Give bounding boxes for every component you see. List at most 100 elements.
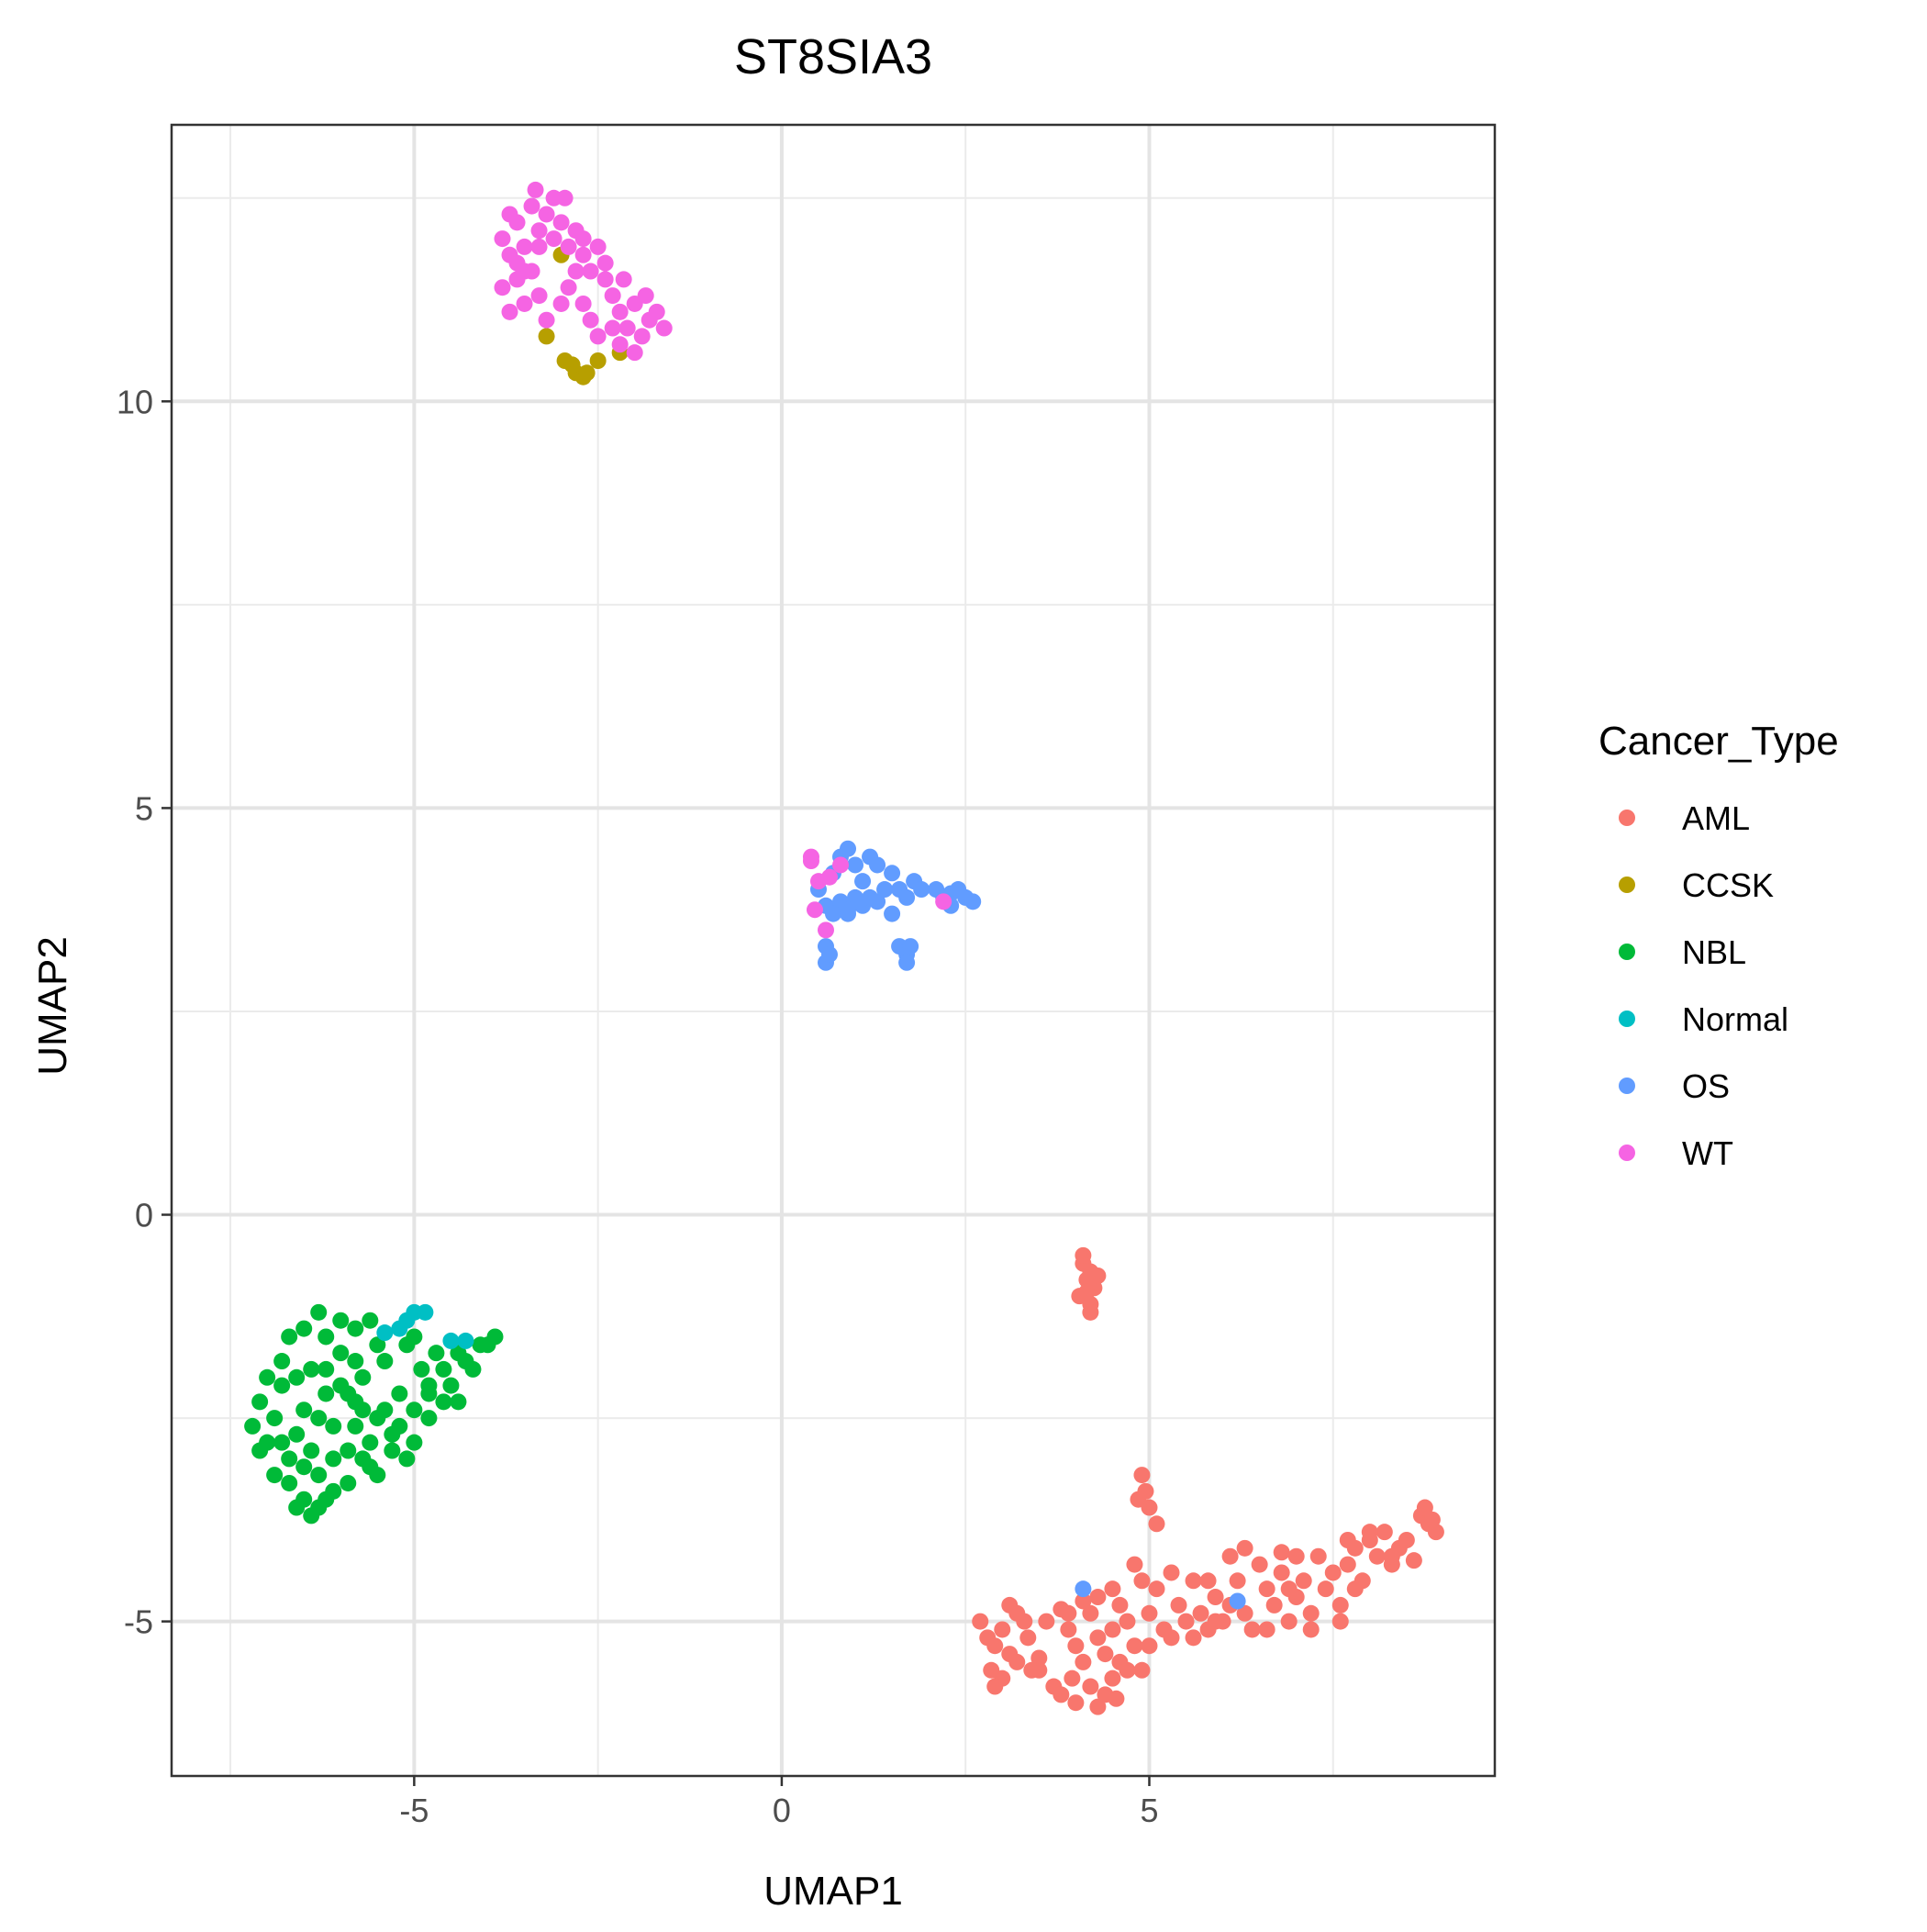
data-point	[1133, 1661, 1151, 1679]
data-point	[354, 1368, 372, 1386]
grid	[172, 125, 1495, 1776]
data-point	[347, 1353, 364, 1370]
data-point	[1383, 1547, 1400, 1565]
data-point	[310, 1410, 328, 1427]
legend-item-os: OS	[1619, 1067, 1730, 1105]
data-point	[508, 254, 526, 272]
data-point	[251, 1442, 269, 1459]
data-point	[1089, 1589, 1107, 1606]
data-point	[435, 1360, 452, 1378]
data-point	[281, 1474, 298, 1491]
data-point	[898, 954, 916, 971]
data-point	[273, 1377, 291, 1394]
data-point	[1019, 1629, 1037, 1647]
data-point	[574, 295, 592, 312]
data-point	[1148, 1515, 1165, 1533]
data-point	[1280, 1580, 1298, 1598]
legend-item-ccsk: CCSK	[1619, 866, 1774, 904]
y-axis-label: UMAP2	[30, 936, 75, 1076]
y-tick-label: 5	[135, 789, 153, 827]
data-point	[1265, 1596, 1283, 1614]
data-point	[1273, 1544, 1290, 1561]
data-point	[1141, 1604, 1158, 1622]
data-point	[1309, 1547, 1327, 1565]
data-point	[1229, 1592, 1246, 1610]
data-point	[611, 303, 629, 320]
data-point	[406, 1434, 423, 1451]
data-point	[295, 1458, 313, 1476]
data-point	[1060, 1621, 1077, 1638]
data-point	[1148, 1580, 1165, 1598]
legend-key	[1619, 1011, 1635, 1027]
data-point	[1064, 1670, 1081, 1687]
data-point	[1207, 1613, 1224, 1630]
data-point	[538, 311, 555, 329]
data-point	[560, 238, 577, 255]
data-point	[530, 287, 548, 305]
data-point	[986, 1637, 1004, 1655]
data-point	[325, 1417, 342, 1435]
data-point	[1163, 1564, 1180, 1581]
data-point	[273, 1353, 291, 1370]
data-point	[1295, 1572, 1312, 1590]
data-point	[596, 254, 614, 272]
data-point	[1170, 1596, 1187, 1614]
data-point	[1130, 1491, 1147, 1508]
data-point	[1207, 1589, 1224, 1606]
data-point	[1229, 1572, 1246, 1590]
data-point	[347, 1417, 364, 1435]
data-point	[413, 1360, 430, 1378]
data-point	[1273, 1564, 1290, 1581]
legend-label: CCSK	[1682, 866, 1774, 904]
data-point	[1185, 1629, 1202, 1647]
data-point	[1075, 1653, 1092, 1670]
data-point	[854, 873, 872, 890]
data-point	[1361, 1524, 1378, 1541]
data-point	[884, 865, 901, 882]
data-point	[1030, 1649, 1048, 1667]
data-point	[578, 364, 596, 382]
legend-label: OS	[1682, 1067, 1730, 1105]
data-point	[840, 901, 857, 919]
data-point	[604, 287, 621, 305]
data-point	[869, 893, 886, 910]
y-tick-label: -5	[124, 1603, 153, 1641]
data-point	[384, 1442, 401, 1459]
data-point	[486, 1328, 504, 1346]
data-point	[244, 1417, 262, 1435]
data-point	[1302, 1604, 1320, 1622]
data-point	[596, 271, 614, 288]
data-point	[295, 1402, 313, 1419]
data-point	[615, 271, 632, 288]
data-point	[633, 328, 651, 345]
data-point	[523, 197, 540, 215]
data-point	[435, 1393, 452, 1411]
data-point	[1067, 1637, 1085, 1655]
data-point	[552, 295, 570, 312]
data-point	[589, 328, 607, 345]
data-point	[1119, 1613, 1136, 1630]
data-point	[972, 1613, 989, 1630]
data-point	[604, 319, 621, 337]
data-point	[303, 1442, 320, 1459]
data-point	[398, 1450, 416, 1468]
data-point	[884, 905, 901, 922]
data-point	[538, 206, 555, 223]
data-point	[288, 1425, 306, 1443]
data-point	[876, 881, 894, 899]
data-point	[369, 1336, 386, 1354]
data-point	[530, 238, 548, 255]
data-point	[472, 1336, 489, 1354]
data-point	[1376, 1524, 1393, 1541]
data-point	[1075, 1246, 1092, 1264]
data-point	[391, 1417, 408, 1435]
data-point	[574, 246, 592, 263]
data-point	[902, 938, 919, 955]
data-point	[530, 222, 548, 240]
data-point	[1126, 1556, 1143, 1573]
data-point	[340, 1385, 357, 1402]
axis-ticks: -5 0 5 -5 0 5 10	[117, 383, 1159, 1829]
data-point	[1078, 1283, 1096, 1301]
